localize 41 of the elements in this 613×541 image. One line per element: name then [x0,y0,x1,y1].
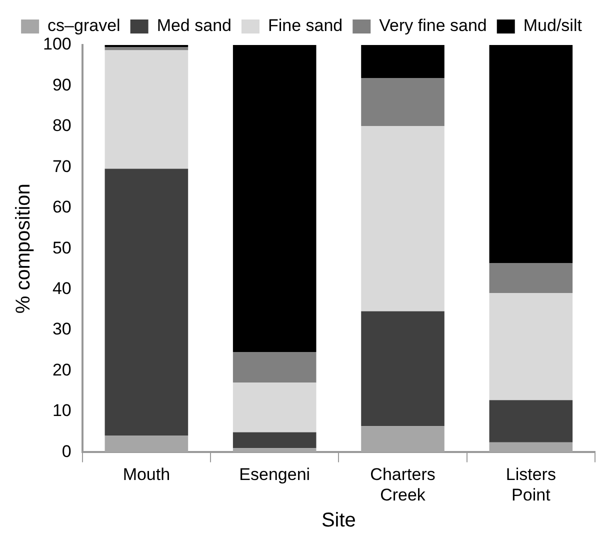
legend-label: Med sand [156,16,232,36]
bar [104,50,188,169]
bar [232,382,316,432]
bar [489,400,573,442]
x-axis-title: Site [321,510,356,532]
bar [361,78,444,126]
bar [489,45,573,264]
legend-label: Fine sand [268,16,343,36]
legend-label: Very fine sand [379,16,487,36]
legend-label: Mud/silt [523,16,582,36]
bar [104,47,188,50]
y-tick-label: 60 [52,198,72,217]
y-tick-label: 20 [52,360,72,380]
bar [232,432,316,448]
y-tick-label: 80 [52,116,72,136]
bar [489,292,573,400]
x-tick-label: Charters Creek [370,465,436,504]
bar [232,448,316,452]
bar [104,436,188,452]
bar [361,311,444,426]
y-axis-title: % composition [12,184,35,314]
bar [361,126,444,312]
y-tick-label: 50 [52,238,72,258]
y-tick-label: 0 [62,442,72,461]
x-tick-label: Listers Point [506,465,556,504]
bar [104,168,188,436]
bar [361,426,444,452]
bar [489,442,573,452]
y-tick-label: 30 [52,320,72,339]
bar [232,45,316,352]
x-tick-label: Mouth [122,465,170,484]
y-tick-label: 40 [52,279,72,298]
x-tick-label: Esengeni [239,465,310,484]
y-tick-label: 70 [52,156,72,176]
y-tick-label: 90 [52,75,72,94]
bar [232,352,316,383]
y-tick-label: 10 [52,401,72,420]
bar [489,263,573,293]
y-tick-label: 100 [42,34,72,54]
legend-label: cs–gravel [48,16,120,36]
bar [361,45,444,78]
